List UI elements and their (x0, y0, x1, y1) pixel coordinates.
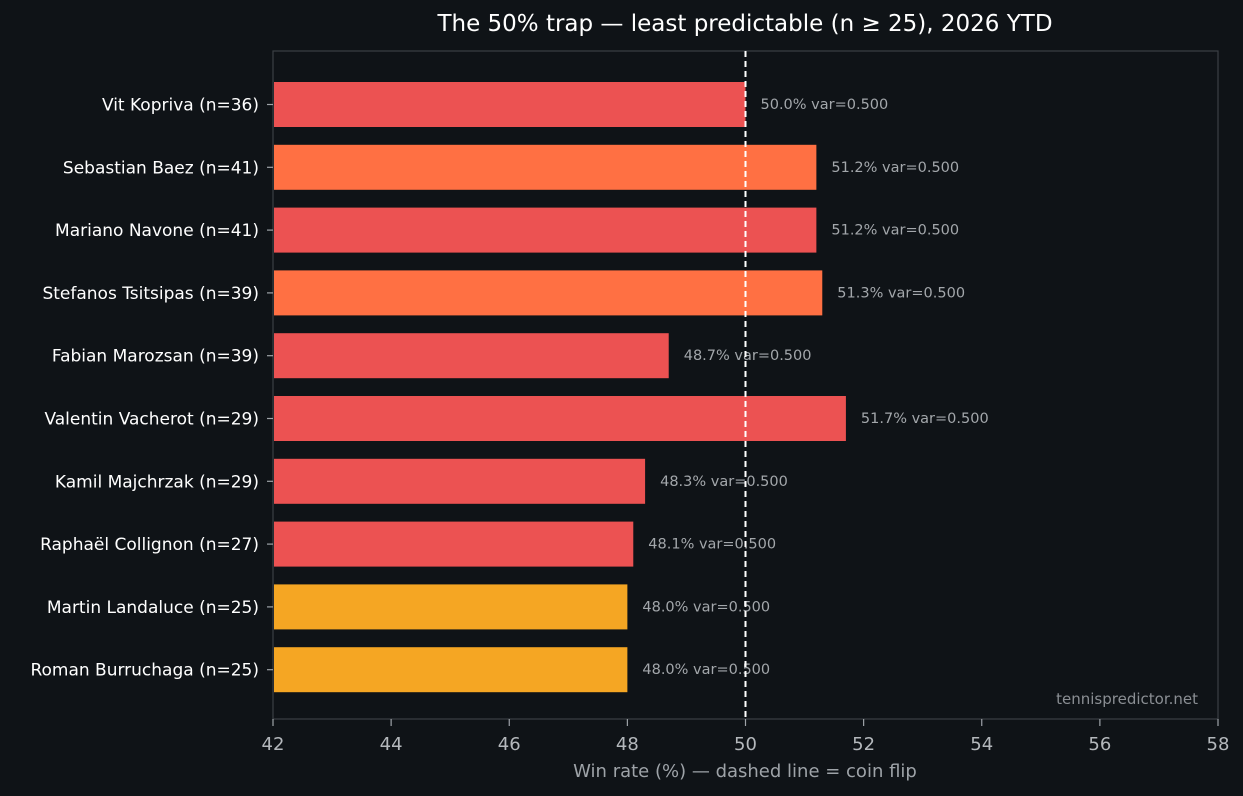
category-label: Martin Landaluce (n=25) (47, 598, 259, 618)
bar (274, 144, 817, 190)
category-labels-group: Vit Kopriva (n=36) Sebastian Baez (n=41) M… (30, 96, 273, 681)
bar (274, 396, 846, 441)
bar (274, 333, 669, 379)
data-label: 48.3% var=0.500 (660, 474, 788, 490)
category-label: Roman Burruchaga (n=25) (30, 661, 259, 681)
category-label: Raphaël Collignon (n=27) (40, 535, 259, 555)
x-tick-label: 44 (380, 734, 403, 755)
data-label: 48.7% var=0.500 (684, 348, 812, 364)
data-label: 48.1% var=0.500 (648, 537, 776, 553)
bar (274, 647, 628, 693)
category-label: Fabian Marozsan (n=39) (52, 347, 259, 367)
x-tick-label: 56 (1088, 734, 1111, 755)
bar (274, 270, 823, 316)
bar (274, 584, 628, 630)
x-tick-label: 58 (1207, 734, 1230, 755)
x-tick-label: 50 (734, 734, 757, 755)
category-label: Kamil Majchrzak (n=29) (55, 472, 259, 492)
category-label: Valentin Vacherot (n=29) (44, 410, 259, 430)
category-label: Sebastian Baez (n=41) (63, 158, 259, 178)
x-axis: 42 44 46 48 50 52 54 56 58 (262, 719, 1230, 755)
x-tick-label: 46 (498, 734, 521, 755)
chart-title: The 50% trap — least predictable (n ≥ 25… (436, 11, 1052, 37)
data-label: 51.2% var=0.500 (831, 160, 959, 176)
bar (274, 82, 746, 127)
data-label: 51.7% var=0.500 (861, 411, 989, 427)
data-label: 50.0% var=0.500 (761, 97, 889, 113)
bar (274, 458, 646, 504)
bar (274, 207, 817, 253)
category-label: Stefanos Tsitsipas (n=39) (42, 284, 259, 304)
category-label: Mariano Navone (n=41) (55, 221, 259, 241)
data-label: 51.2% var=0.500 (831, 223, 959, 239)
data-label: 48.0% var=0.500 (642, 599, 770, 615)
data-label: 51.3% var=0.500 (837, 285, 965, 301)
watermark: tennispredictor.net (1056, 690, 1198, 708)
x-tick-label: 48 (616, 734, 639, 755)
bar (274, 521, 634, 567)
x-axis-label: Win rate (%) — dashed line = coin flip (573, 761, 917, 782)
x-tick-label: 42 (262, 734, 285, 755)
bars-group (274, 82, 846, 693)
category-label: Vit Kopriva (n=36) (102, 96, 259, 116)
x-tick-label: 52 (852, 734, 875, 755)
data-labels-group: 50.0% var=0.500 51.2% var=0.500 51.2% var=… (642, 97, 988, 678)
x-tick-label: 54 (970, 734, 993, 755)
data-label: 48.0% var=0.500 (642, 662, 770, 678)
